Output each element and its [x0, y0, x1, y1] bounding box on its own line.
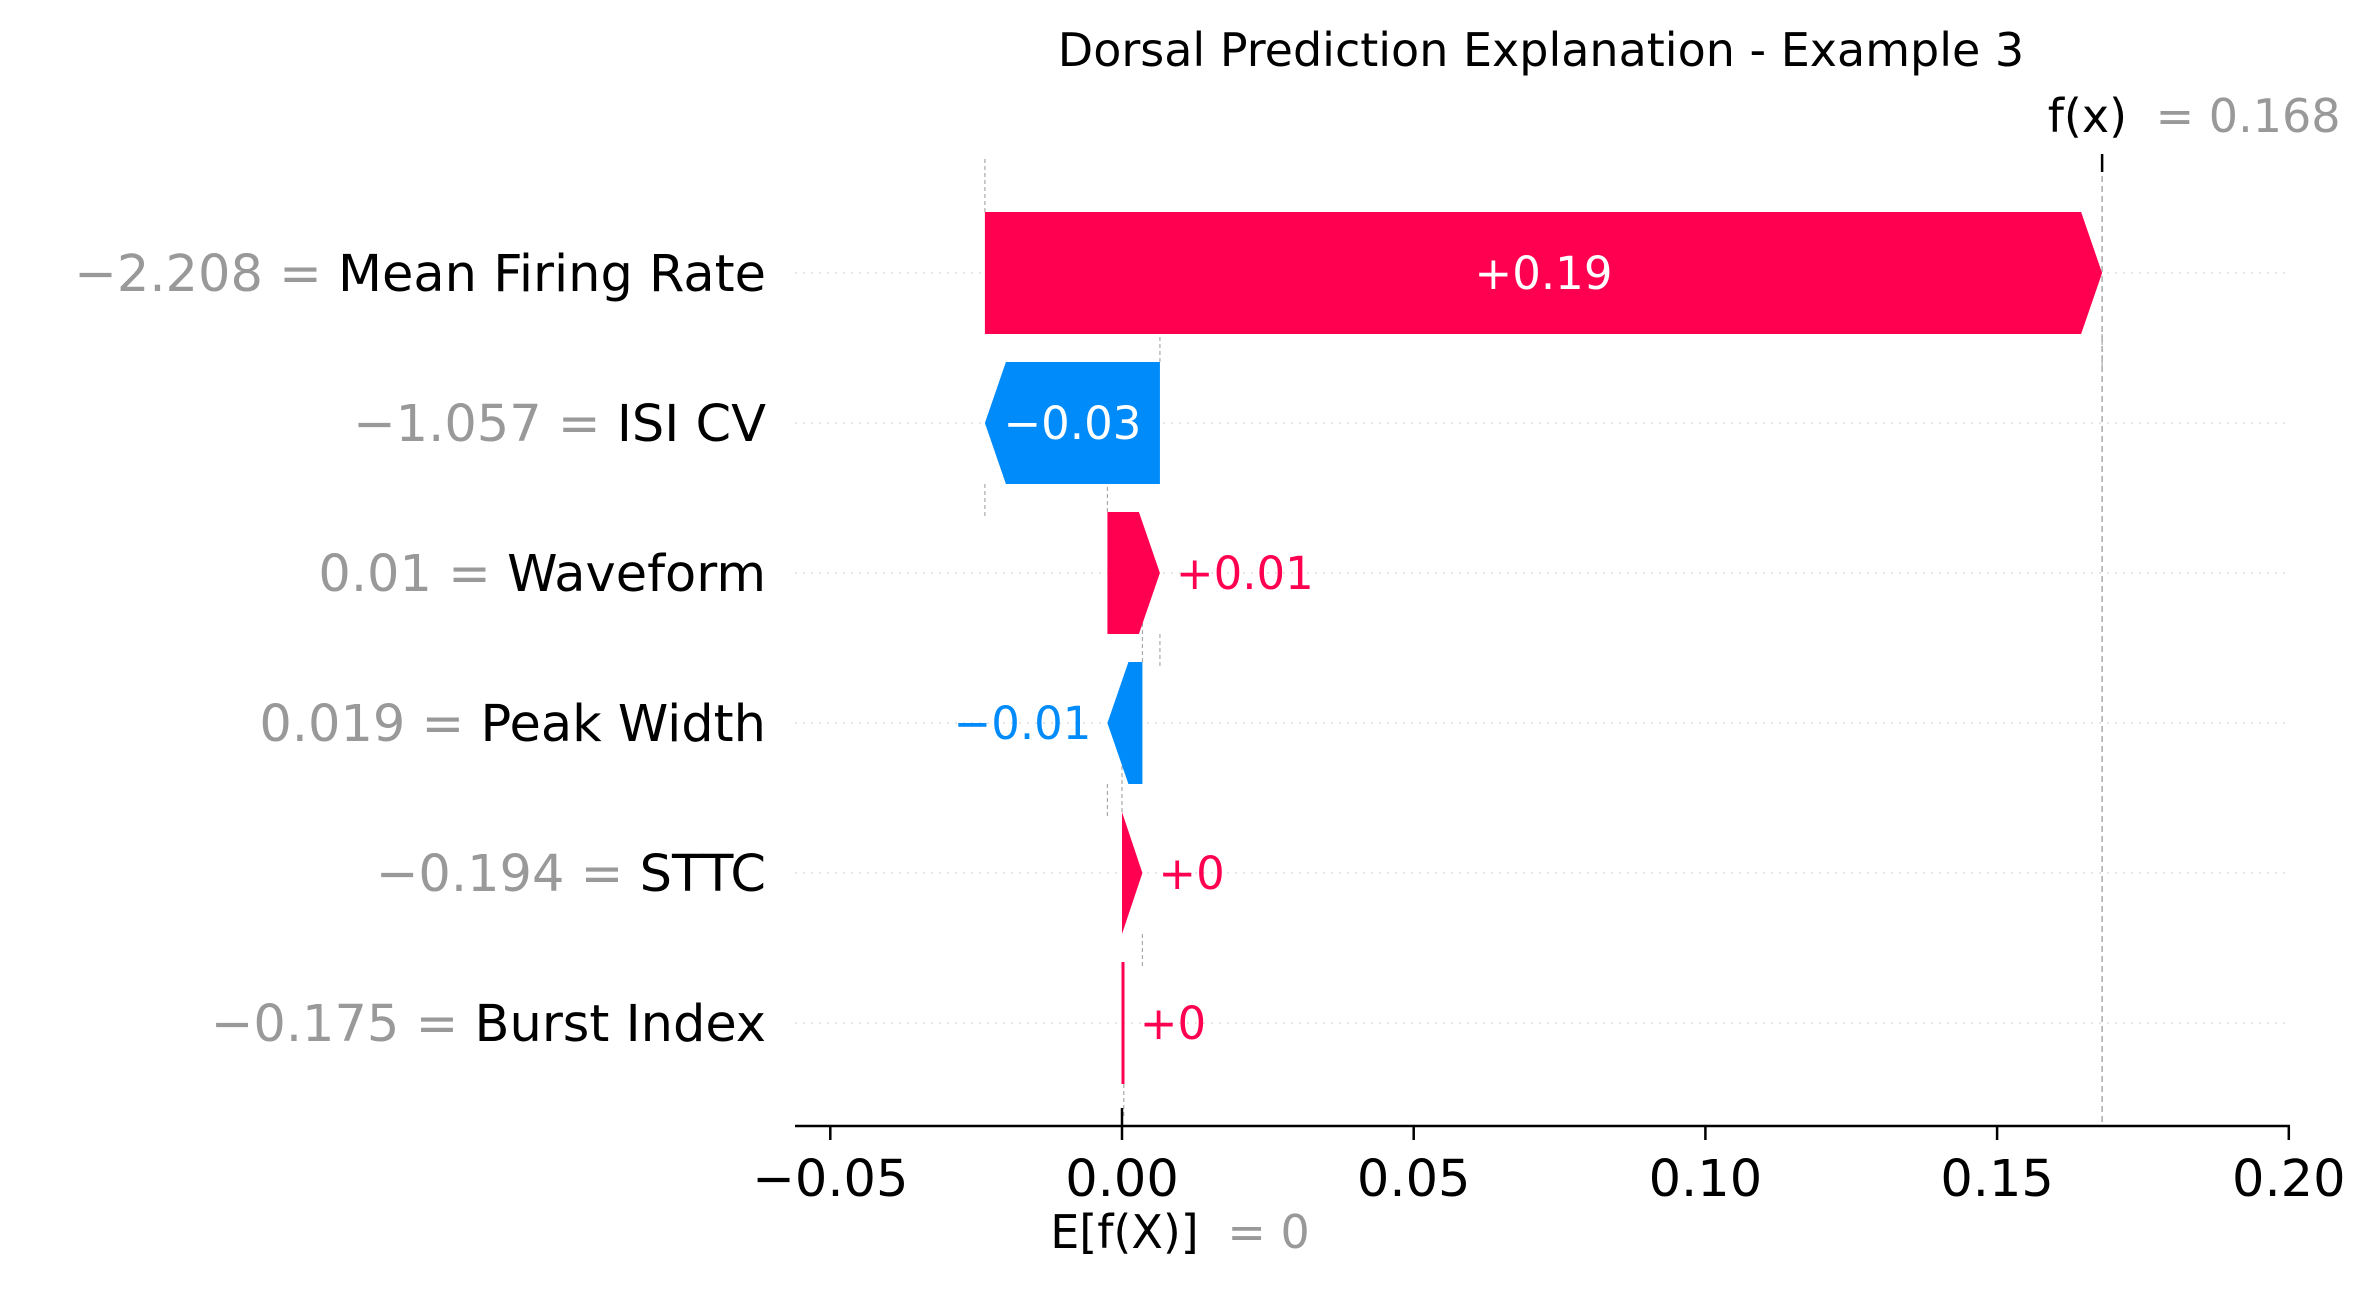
- bar-labels: +0.19 −0.03 +0.01 −0.01 +0 +0: [954, 247, 1613, 1050]
- base-value-marker: E[f(X)] = 0: [1050, 1108, 1310, 1259]
- contribution-bar: [984, 362, 1160, 484]
- x-tick-label: −0.05: [752, 1150, 908, 1209]
- feature-label: 0.01 = Waveform: [318, 545, 766, 604]
- feature-value: −0.175 =: [211, 995, 475, 1054]
- feature-value: −1.057 =: [353, 395, 617, 454]
- contribution-bars: [984, 212, 2103, 1084]
- feature-name: Mean Firing Rate: [338, 245, 766, 304]
- feature-label: −0.194 = STTC: [376, 845, 766, 904]
- x-tick-label: 0.05: [1357, 1150, 1471, 1209]
- feature-label: −1.057 = ISI CV: [353, 395, 766, 454]
- feature-value: 0.01 =: [318, 545, 507, 604]
- feature-labels: −2.208 = Mean Firing Rate −1.057 = ISI CV…: [74, 245, 766, 1054]
- feature-label: 0.019 = Peak Width: [259, 695, 766, 754]
- feature-name: STTC: [640, 845, 766, 904]
- feature-name: ISI CV: [617, 395, 766, 454]
- x-axis-ticks: −0.05 0.00 0.05 0.10 0.15 0.20: [752, 1126, 2346, 1209]
- base-value-number: = 0: [1227, 1205, 1309, 1259]
- bar-value-label: +0.19: [1475, 247, 1613, 300]
- feature-name: Peak Width: [481, 695, 766, 754]
- feature-label: −0.175 = Burst Index: [211, 995, 766, 1054]
- x-tick-label: 0.10: [1649, 1150, 1763, 1209]
- x-tick-label: 0.00: [1065, 1150, 1179, 1209]
- chart-title: Dorsal Prediction Explanation - Example …: [1058, 23, 2024, 77]
- contribution-bar: [1122, 812, 1143, 934]
- feature-value: −0.194 =: [376, 845, 640, 904]
- feature-value: −2.208 =: [74, 245, 338, 304]
- output-value-number: = 0.168: [2156, 89, 2341, 143]
- bar-value-label: −0.03: [1003, 397, 1141, 450]
- output-value-expr: f(x): [2048, 89, 2127, 143]
- contribution-bar: [1107, 662, 1143, 784]
- base-value-expr: E[f(X)]: [1050, 1205, 1199, 1259]
- bar-value-label: +0.01: [1176, 547, 1314, 600]
- x-tick-label: 0.20: [2232, 1150, 2346, 1209]
- contribution-bar: [984, 212, 2103, 334]
- feature-value: 0.019 =: [259, 695, 480, 754]
- output-value-marker: f(x) = 0.168: [2048, 89, 2341, 172]
- output-value-label: f(x) = 0.168: [2048, 89, 2341, 143]
- bar-value-label: +0: [1140, 997, 1206, 1050]
- base-value-label: E[f(X)] = 0: [1050, 1205, 1310, 1259]
- bar-value-label: −0.01: [954, 697, 1092, 750]
- feature-name: Burst Index: [475, 995, 766, 1054]
- feature-label: −2.208 = Mean Firing Rate: [74, 245, 766, 304]
- x-tick-label: 0.15: [1940, 1150, 2054, 1209]
- feature-name: Waveform: [507, 545, 766, 604]
- bar-value-label: +0: [1158, 847, 1224, 900]
- contribution-bar: [1107, 512, 1160, 634]
